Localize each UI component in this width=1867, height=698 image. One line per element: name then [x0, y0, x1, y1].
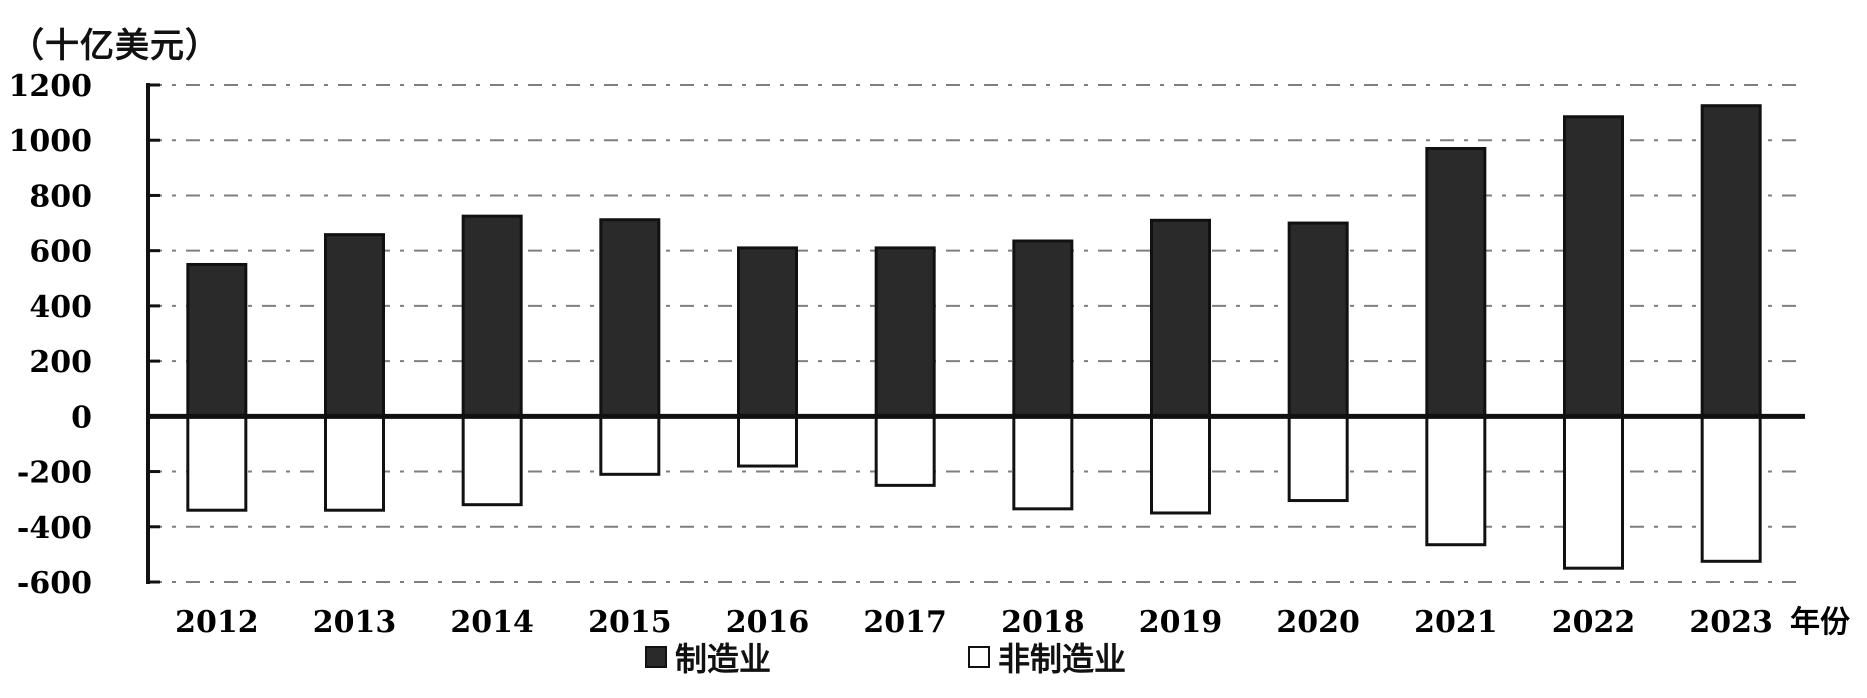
bar-non-manufacturing-2019	[1150, 414, 1211, 515]
y-tick-label: 200	[29, 345, 92, 380]
bar-non-manufacturing-2013	[324, 414, 385, 512]
y-tick-label: 1200	[9, 69, 93, 104]
legend-item-manufacturing: 制造业	[645, 634, 771, 680]
y-tick-label: -400	[17, 511, 92, 546]
bar-non-manufacturing-2023	[1700, 414, 1762, 563]
y-tick-labels: 1200 1000 800 600 400 200 0 -200 -400 -600	[9, 69, 93, 601]
y-tick-label: 0	[71, 400, 92, 435]
bar-manufacturing-2012	[186, 262, 248, 418]
bar-manufacturing-2023	[1700, 104, 1762, 418]
x-tick-label: 2020	[1276, 605, 1360, 640]
y-tick-label: 600	[29, 235, 92, 270]
x-axis-end-label: 年份	[1790, 605, 1850, 640]
bar-non-manufacturing-2015	[599, 414, 661, 476]
bar-non-manufacturing-2022	[1563, 414, 1624, 570]
x-tick-label: 2012	[175, 605, 259, 640]
legend-swatch-non-manufacturing	[968, 646, 990, 668]
y-tick-label: -600	[17, 566, 92, 601]
bar-non-manufacturing-2016	[737, 414, 798, 468]
y-tick-label: 400	[29, 290, 92, 325]
x-tick-label: 2017	[863, 605, 947, 640]
legend-label-manufacturing: 制造业	[675, 640, 772, 678]
legend-label-non-manufacturing: 非制造业	[998, 640, 1127, 678]
bar-manufacturing-2017	[874, 246, 936, 418]
x-tick-label: 2019	[1139, 605, 1223, 640]
bar-non-manufacturing-2012	[186, 414, 248, 512]
bar-non-manufacturing-2014	[461, 414, 523, 507]
bar-manufacturing-2016	[737, 246, 798, 418]
bar-manufacturing-2020	[1287, 221, 1349, 418]
y-tick-label: 1000	[9, 124, 93, 159]
legend: 制造业 非制造业	[0, 634, 1867, 684]
bar-non-manufacturing-2020	[1287, 414, 1349, 503]
bar-manufacturing-2021	[1425, 147, 1487, 418]
bar-manufacturing-2013	[324, 233, 385, 418]
x-tick-label: 2023	[1689, 605, 1773, 640]
bar-manufacturing-2014	[461, 214, 523, 418]
legend-swatch-manufacturing	[645, 646, 667, 668]
x-tick-label: 2015	[588, 605, 672, 640]
y-unit-label: （十亿美元）	[10, 26, 220, 66]
grid-lines	[148, 84, 1800, 583]
bar-non-manufacturing-2018	[1012, 414, 1074, 511]
x-tick-labels: 2012 2013 2014 2015 2016 2017 2018 2019 2020 2021…	[175, 605, 1773, 640]
bar-manufacturing-2022	[1563, 115, 1624, 418]
bar-manufacturing-2015	[599, 218, 661, 418]
x-tick-label: 2018	[1001, 605, 1085, 640]
bars	[186, 104, 1762, 570]
x-tick-label: 2013	[313, 605, 397, 640]
bar-non-manufacturing-2021	[1425, 414, 1487, 547]
x-tick-label: 2016	[726, 605, 810, 640]
bar-non-manufacturing-2017	[874, 414, 936, 487]
axes	[146, 83, 1805, 584]
y-tick-label: 800	[29, 179, 92, 214]
y-tick-label: -200	[17, 456, 92, 491]
legend-item-non-manufacturing: 非制造业	[968, 634, 1126, 680]
x-tick-label: 2022	[1552, 605, 1636, 640]
x-tick-label: 2014	[450, 605, 534, 640]
bar-manufacturing-2019	[1150, 218, 1211, 418]
bar-manufacturing-2018	[1012, 239, 1074, 418]
x-tick-label: 2021	[1414, 605, 1498, 640]
